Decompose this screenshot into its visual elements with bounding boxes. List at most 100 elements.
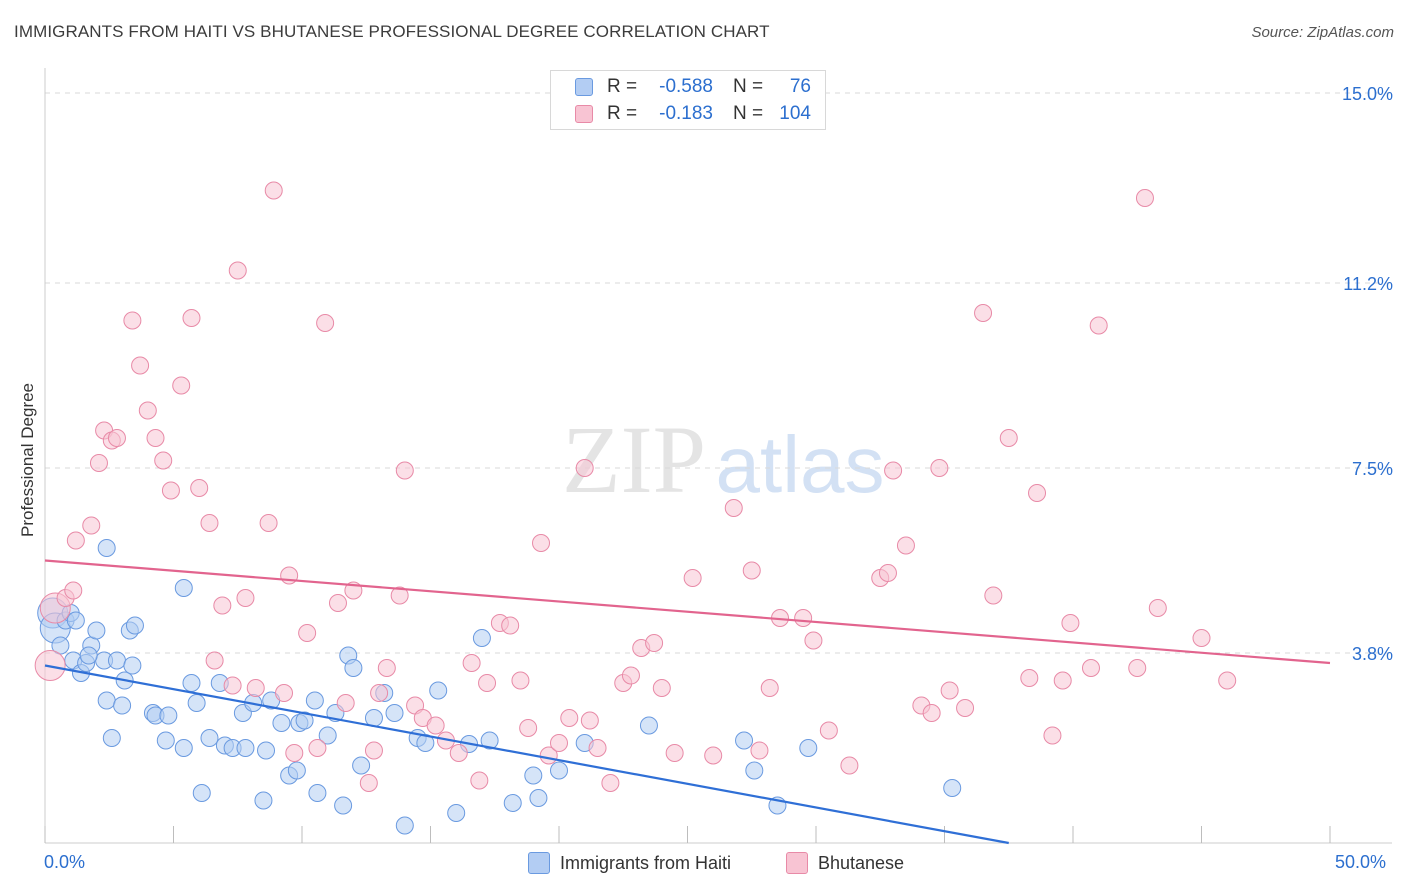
- legend-n-label: N =: [733, 76, 764, 97]
- data-point: [804, 631, 823, 650]
- data-point: [172, 376, 191, 395]
- data-point: [305, 691, 324, 710]
- data-point: [146, 429, 165, 447]
- y-axis-label: Professional Degree: [16, 300, 40, 620]
- data-point: [943, 779, 962, 797]
- data-point: [200, 729, 219, 747]
- trend-line-bhutanese: [44, 559, 1331, 665]
- data-point: [187, 694, 206, 712]
- data-point: [123, 311, 142, 330]
- data-point: [377, 659, 396, 677]
- trend-line-haiti: [44, 664, 1009, 845]
- data-point: [1135, 189, 1154, 207]
- data-point: [1148, 599, 1167, 617]
- x-tick-label-max: 50.0%: [1334, 852, 1386, 872]
- legend-row-haiti: R = -0.588 N = 76: [575, 75, 811, 99]
- series-legend-label-bhutanese: Bhutanese: [818, 852, 905, 873]
- grid-lines: [45, 92, 1392, 654]
- data-point: [930, 459, 949, 477]
- data-point: [385, 704, 404, 722]
- data-point: [750, 741, 769, 760]
- data-point: [447, 804, 466, 822]
- data-point: [1061, 614, 1080, 632]
- data-point: [138, 401, 157, 420]
- legend-r-label: R =: [607, 76, 638, 97]
- data-point: [532, 534, 551, 552]
- data-point: [742, 561, 761, 580]
- data-point: [745, 761, 764, 780]
- data-point: [298, 624, 317, 642]
- data-point: [478, 674, 497, 692]
- data-point: [1218, 671, 1237, 690]
- data-point: [89, 454, 108, 472]
- data-point: [429, 681, 448, 700]
- data-point: [272, 714, 291, 732]
- data-point: [1028, 484, 1047, 502]
- data-point: [107, 429, 126, 447]
- data-point: [205, 651, 224, 670]
- data-point: [884, 461, 903, 480]
- data-point: [328, 594, 347, 612]
- y-axis-label-text: Professional Degree: [18, 382, 37, 538]
- data-point: [264, 181, 283, 200]
- data-point: [1043, 726, 1062, 745]
- watermark-atlas: atlas: [716, 420, 885, 509]
- data-point: [1128, 659, 1147, 677]
- zipatlas-watermark: ZIP atlas: [562, 406, 884, 513]
- y-tick-label: 3.8%: [1352, 644, 1393, 664]
- data-point: [213, 596, 232, 615]
- series-legend-bhutanese[interactable]: Bhutanese: [786, 852, 904, 874]
- data-point: [426, 716, 445, 735]
- data-point: [503, 794, 522, 812]
- data-point: [192, 784, 211, 802]
- data-point: [639, 716, 658, 735]
- data-point: [683, 569, 702, 587]
- data-point: [511, 671, 530, 690]
- legend-swatch-haiti: [575, 78, 593, 96]
- data-point: [228, 261, 247, 280]
- x-tick-label-min: 0.0%: [44, 852, 86, 872]
- data-point: [359, 774, 378, 792]
- data-point: [550, 761, 568, 780]
- data-point: [64, 581, 83, 600]
- data-point: [87, 621, 106, 640]
- data-point: [395, 816, 414, 835]
- data-point: [102, 729, 121, 747]
- data-point: [82, 516, 101, 535]
- data-point: [878, 564, 897, 582]
- data-point: [236, 589, 255, 607]
- data-point: [1081, 659, 1100, 677]
- data-point: [1089, 316, 1108, 335]
- data-point: [97, 691, 116, 710]
- data-point: [799, 739, 818, 757]
- data-point: [580, 711, 599, 730]
- data-point: [999, 429, 1018, 447]
- series-legend-swatch-haiti: [528, 852, 550, 874]
- data-point: [295, 711, 314, 730]
- data-point: [601, 774, 620, 792]
- legend-n-label: N =: [733, 103, 764, 124]
- data-point: [956, 699, 975, 717]
- data-point: [182, 674, 201, 692]
- data-point: [922, 704, 941, 722]
- y-tick-label: 15.0%: [1342, 84, 1393, 104]
- y-tick-label: 7.5%: [1352, 459, 1393, 479]
- data-point: [652, 679, 671, 697]
- data-point: [308, 739, 327, 757]
- data-point: [254, 791, 273, 810]
- data-point: [275, 684, 294, 702]
- series-legend-label-haiti: Immigrants from Haiti: [560, 852, 732, 873]
- series-legend-haiti[interactable]: Immigrants from Haiti: [528, 852, 731, 874]
- correlation-legend: R = -0.588 N = 76 R = -0.183 N = 104: [550, 70, 826, 130]
- data-point: [159, 706, 178, 725]
- data-point: [182, 309, 201, 327]
- legend-swatch-bhutanese: [575, 105, 593, 123]
- data-point: [1192, 629, 1211, 647]
- axes: [44, 68, 1392, 844]
- data-point: [390, 586, 409, 605]
- legend-row-bhutanese: R = -0.183 N = 104: [575, 102, 811, 126]
- data-point: [472, 629, 491, 647]
- data-point: [524, 766, 543, 785]
- data-point: [190, 479, 209, 497]
- chart-title: IMMIGRANTS FROM HAITI VS BHUTANESE PROFE…: [14, 22, 770, 41]
